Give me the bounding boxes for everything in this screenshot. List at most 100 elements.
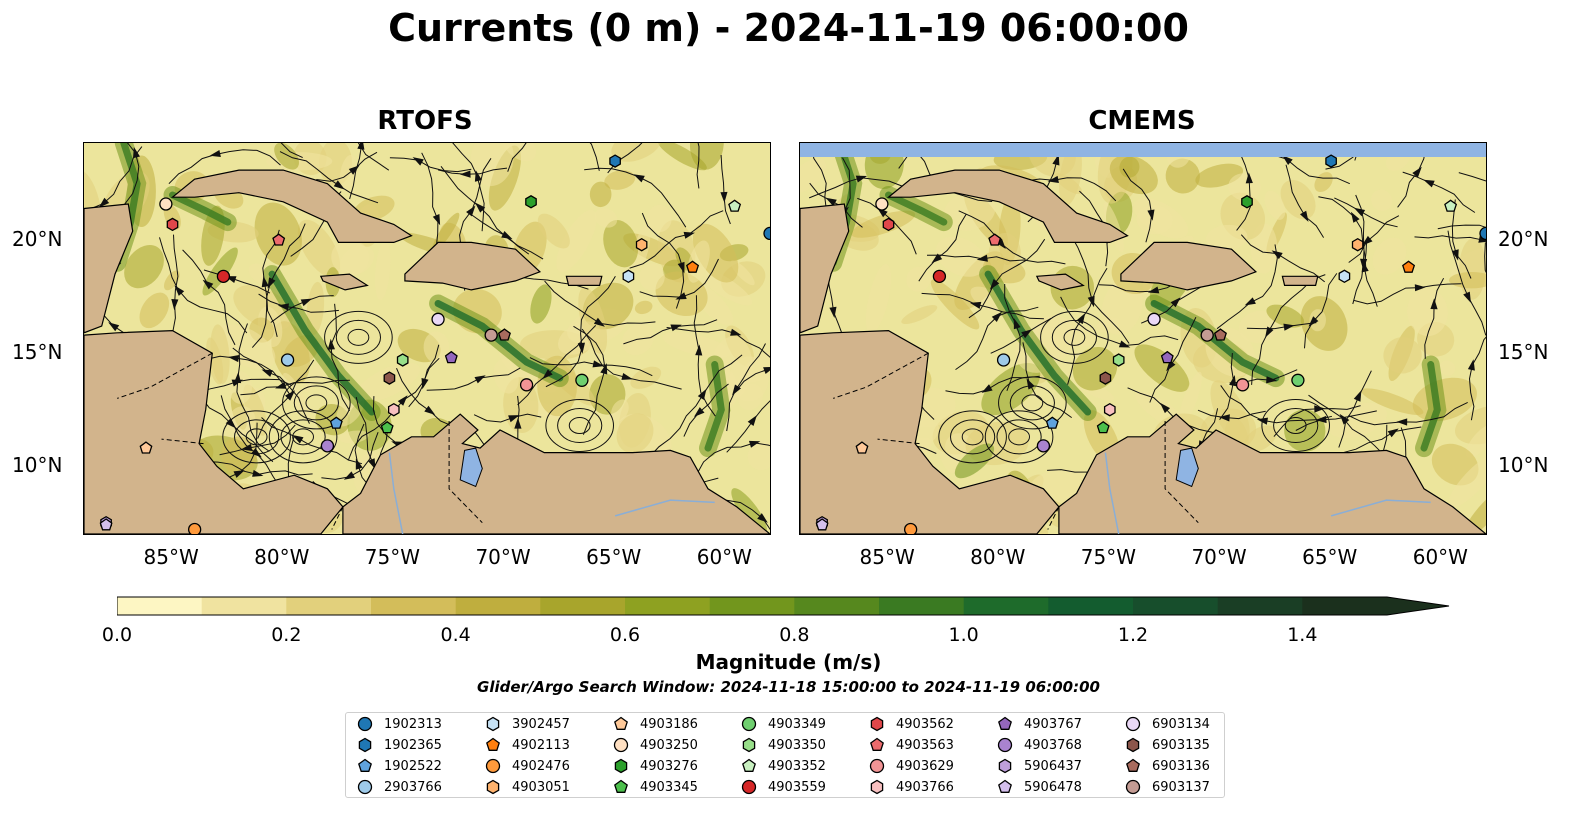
float-marker-4903250	[875, 197, 889, 211]
legend-label: 5906437	[1024, 758, 1082, 774]
float-marker-4903350	[1112, 353, 1125, 367]
float-marker-1902522	[329, 416, 343, 429]
legend-marker-1902365	[358, 737, 372, 753]
legend-marker-4903352	[742, 758, 756, 772]
land-south-am	[1058, 413, 1486, 534]
float-marker-4903350	[396, 353, 409, 367]
float-marker-4903768	[320, 439, 335, 453]
legend-label: 1902522	[384, 758, 442, 774]
legend-label: 5906478	[1024, 779, 1082, 795]
float-marker-4903186	[139, 441, 153, 454]
float-marker-5906478	[815, 518, 829, 531]
legend-item: 4902113	[484, 735, 570, 755]
land-puerto-rico	[1281, 275, 1319, 286]
lat-tick-label-right: 20°N	[1498, 227, 1549, 252]
legend-label: 6903136	[1152, 758, 1210, 774]
legend-item: 4903051	[484, 777, 570, 797]
lat-tick-label-left: 15°N	[12, 340, 63, 365]
float-marker-6903134	[1147, 312, 1161, 326]
float-marker-6903134	[431, 312, 445, 326]
legend-marker-4903559	[741, 779, 757, 795]
land-jamaica	[1035, 273, 1085, 291]
float-marker-4903352	[1444, 199, 1458, 212]
float-marker-1902313	[1479, 226, 1486, 241]
map-canvas-cmems	[800, 143, 1486, 534]
float-marker-1902365	[609, 154, 621, 168]
legend-label: 6903137	[1152, 779, 1210, 795]
legend-marker-6903136	[1126, 758, 1140, 772]
map-canvas-rtofs	[84, 143, 770, 534]
colorbar-segment	[794, 597, 880, 615]
float-marker-4903345	[380, 420, 394, 434]
legend-marker-1902522	[358, 758, 372, 772]
legend-label: 2903766	[384, 779, 442, 795]
colorbar-tick-label: 1.0	[948, 624, 979, 646]
legend-marker-4903345	[614, 779, 628, 793]
legend-marker-5906437	[998, 758, 1012, 774]
float-marker-4903562	[166, 217, 179, 232]
float-marker-4903250	[159, 197, 173, 211]
legend-marker-6903137	[1125, 779, 1141, 795]
colorbar-segment	[963, 597, 1049, 615]
legend-item: 1902365	[356, 735, 442, 755]
legend-marker-4903767	[998, 716, 1012, 730]
float-marker-2903766	[996, 353, 1011, 367]
lon-tick-label: 65°W	[586, 545, 642, 569]
legend-marker-4903562	[870, 716, 884, 732]
legend-label: 4903276	[640, 758, 698, 774]
colorbar-segment	[455, 597, 541, 615]
legend-marker-4903629	[869, 758, 885, 774]
legend: 1902313 1902365 1902522 2903766 3902457 49021…	[345, 712, 1225, 798]
float-marker-4903276	[1241, 195, 1253, 209]
float-marker-6903135	[1099, 371, 1112, 385]
lon-tick-label: 75°W	[364, 545, 421, 569]
float-marker-3902457	[1338, 269, 1351, 284]
land-hispaniola	[404, 241, 542, 291]
colorbar-segment	[371, 597, 457, 615]
legend-marker-4903768	[997, 737, 1013, 753]
lat-tick-label-right: 15°N	[1498, 340, 1549, 365]
legend-marker-1902313	[357, 716, 373, 732]
legend-label: 3902457	[512, 716, 570, 732]
colorbar-segment	[1217, 597, 1303, 615]
float-marker-4903629	[519, 378, 534, 392]
lon-tick-label: 60°W	[696, 545, 752, 569]
legend-item: 4903186	[612, 714, 698, 734]
colorbar-segment	[117, 597, 203, 615]
map-panel-rtofs	[83, 142, 771, 535]
legend-item: 2903766	[356, 777, 442, 797]
legend-item: 4903563	[868, 735, 954, 755]
legend-label: 1902365	[384, 737, 442, 753]
float-marker-6903136	[1213, 328, 1227, 341]
legend-marker-3902457	[486, 716, 500, 732]
legend-item: 5906437	[996, 756, 1082, 776]
land-yucatan	[800, 203, 850, 334]
colorbar	[116, 596, 1457, 624]
lon-tick-label: 80°W	[970, 545, 1026, 569]
legend-item: 4903766	[868, 777, 954, 797]
float-marker-4903766	[387, 402, 400, 417]
legend-item: 4902476	[484, 756, 570, 776]
float-marker-1902365	[1325, 154, 1337, 168]
float-marker-4903768	[1036, 439, 1051, 453]
legend-item: 4903250	[612, 735, 698, 755]
land-cuba	[170, 169, 413, 244]
legend-marker-2903766	[357, 779, 373, 795]
legend-label: 4903559	[768, 779, 826, 795]
land-puerto-rico	[565, 275, 603, 286]
search-window-text: Glider/Argo Search Window: 2024-11-18 15…	[477, 678, 1100, 696]
legend-item: 1902313	[356, 714, 442, 734]
legend-item: 4903349	[740, 714, 826, 734]
float-marker-6903137	[484, 328, 498, 342]
float-marker-1902522	[1045, 416, 1059, 429]
float-marker-4902113	[1402, 260, 1416, 273]
float-marker-5906478	[99, 518, 113, 531]
legend-label: 4903250	[640, 737, 698, 753]
colorbar-segment	[286, 597, 372, 615]
legend-marker-6903134	[1125, 716, 1141, 732]
legend-item: 4903345	[612, 777, 698, 797]
float-marker-4903559	[216, 269, 231, 283]
legend-label: 6903134	[1152, 716, 1210, 732]
float-marker-4903186	[855, 441, 869, 454]
legend-item: 4903768	[996, 735, 1082, 755]
